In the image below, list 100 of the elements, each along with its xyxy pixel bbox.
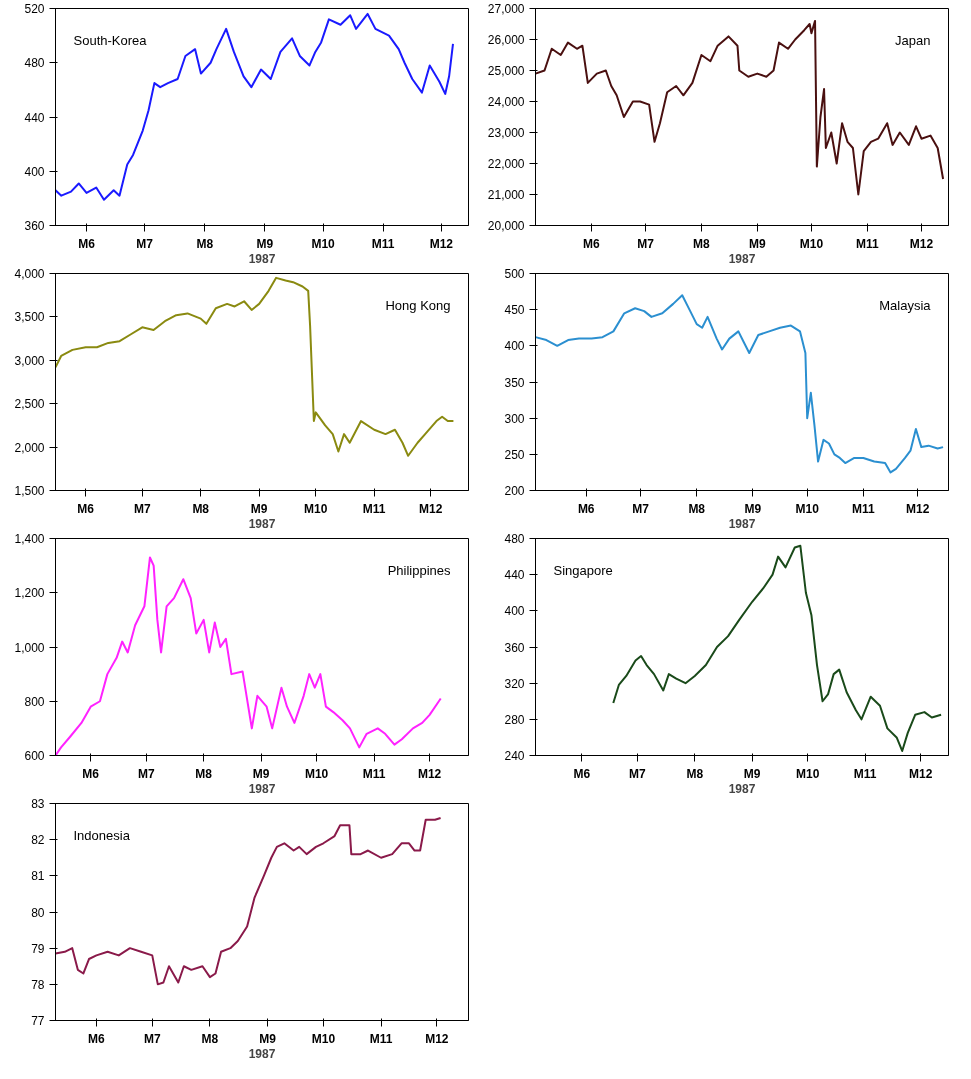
x-tick-label: M7 <box>632 501 650 516</box>
x-tick-label: M12 <box>419 501 443 516</box>
x-tick-label: M9 <box>748 236 766 251</box>
text: South-Korea <box>73 32 148 48</box>
x-tick-label: M10 <box>311 236 336 251</box>
y-tick-label: 25,000 <box>487 64 525 78</box>
y-tick-label: 440 <box>24 110 45 125</box>
x-tick-label: M10 <box>311 1031 336 1046</box>
x-tick-label: M10 <box>796 766 820 781</box>
y-tick-label: 78 <box>31 977 45 992</box>
x-tick-label: M6 <box>82 766 100 781</box>
x-tick-label: M8 <box>693 236 711 251</box>
y-tick-label: 360 <box>24 219 45 233</box>
y-tick-label: 1,000 <box>14 640 45 655</box>
x-tick-label: M10 <box>795 501 820 516</box>
y-tick-label: 3,000 <box>14 353 45 368</box>
x-tick-label: M8 <box>686 766 704 781</box>
y-tick-label: 24,000 <box>487 95 525 109</box>
y-tick-label: 23,000 <box>487 126 525 140</box>
text: Philippines <box>387 562 451 578</box>
y-tick-label: 400 <box>504 339 525 354</box>
y-tick-label: 79 <box>31 941 45 956</box>
x-axis-title: 1987 <box>248 251 276 266</box>
x-tick-label: M12 <box>417 766 442 781</box>
y-tick-label: 27,000 <box>487 2 525 16</box>
x-tick-label: M6 <box>573 766 591 781</box>
y-tick-label: 360 <box>504 640 525 655</box>
y-tick-label: 500 <box>504 267 525 281</box>
y-tick-label: 1,500 <box>14 484 45 498</box>
y-tick-label: 480 <box>504 532 525 546</box>
y-tick-label: 300 <box>504 411 525 426</box>
y-tick-label: 440 <box>504 568 525 583</box>
x-tick-label: M7 <box>637 236 655 251</box>
y-tick-label: 4,000 <box>14 267 45 281</box>
x-tick-label: M7 <box>133 501 151 516</box>
x-tick-label: M8 <box>196 236 214 251</box>
x-tick-label: M9 <box>259 1031 277 1046</box>
y-tick-label: 250 <box>504 447 525 462</box>
y-tick-label: 80 <box>31 905 45 920</box>
y-tick-label: 320 <box>504 676 525 691</box>
y-tick-label: 83 <box>31 797 45 811</box>
x-tick-label: M7 <box>137 766 155 781</box>
y-tick-label: 21,000 <box>487 188 525 202</box>
x-tick-label: M8 <box>195 766 213 781</box>
x-axis-title: 1987 <box>248 781 276 796</box>
x-tick-label: M11 <box>856 236 880 251</box>
x-tick-label: M9 <box>743 766 761 781</box>
text: Malaysia <box>879 297 932 313</box>
x-tick-label: M8 <box>688 501 706 516</box>
x-tick-label: M12 <box>906 501 930 516</box>
x-axis-title: 1987 <box>728 516 756 531</box>
x-tick-label: M6 <box>583 236 601 251</box>
x-tick-label: M12 <box>429 236 454 251</box>
y-tick-label: 2,000 <box>14 440 45 455</box>
y-tick-label: 81 <box>31 869 45 884</box>
y-tick-label: 1,200 <box>14 586 45 601</box>
x-tick-label: M9 <box>256 236 274 251</box>
y-tick-label: 800 <box>24 694 45 709</box>
x-axis-title: 1987 <box>248 516 276 531</box>
x-tick-label: M6 <box>88 1031 106 1046</box>
y-tick-label: 22,000 <box>487 157 525 171</box>
y-tick-label: 20,000 <box>487 219 525 233</box>
y-tick-label: 450 <box>504 303 525 318</box>
x-tick-label: M9 <box>250 501 268 516</box>
y-tick-label: 400 <box>24 164 45 179</box>
x-tick-label: M6 <box>78 236 96 251</box>
y-tick-label: 1,400 <box>14 532 45 546</box>
x-tick-label: M8 <box>192 501 210 516</box>
y-tick-label: 3,500 <box>14 310 45 325</box>
text: Hong Kong <box>385 297 451 313</box>
x-axis-title: 1987 <box>728 251 756 266</box>
y-tick-label: 200 <box>504 484 525 498</box>
x-tick-label: M6 <box>77 501 95 516</box>
y-tick-label: 350 <box>504 375 525 390</box>
x-tick-label: M11 <box>369 1031 393 1046</box>
y-tick-label: 480 <box>24 56 45 71</box>
y-tick-label: 26,000 <box>487 33 525 47</box>
x-tick-label: M12 <box>909 236 934 251</box>
text: Japan <box>895 32 931 48</box>
x-tick-label: M12 <box>425 1031 449 1046</box>
x-tick-label: M7 <box>136 236 154 251</box>
x-tick-label: M6 <box>577 501 595 516</box>
x-tick-label: M7 <box>143 1031 161 1046</box>
x-tick-label: M9 <box>252 766 270 781</box>
y-tick-label: 82 <box>31 833 45 848</box>
y-tick-label: 240 <box>504 749 525 763</box>
x-tick-label: M10 <box>304 501 328 516</box>
x-tick-label: M10 <box>799 236 824 251</box>
y-tick-label: 2,500 <box>14 397 45 412</box>
x-axis-title: 1987 <box>728 781 756 796</box>
y-tick-label: 280 <box>504 712 525 727</box>
y-tick-label: 520 <box>24 2 45 16</box>
x-tick-label: M11 <box>362 501 386 516</box>
x-tick-label: M7 <box>629 766 647 781</box>
text: Indonesia <box>73 827 131 843</box>
x-tick-label: M11 <box>371 236 395 251</box>
x-tick-label: M11 <box>362 766 386 781</box>
x-tick-label: M11 <box>852 501 876 516</box>
x-axis-title: 1987 <box>248 1046 276 1061</box>
y-tick-label: 77 <box>31 1014 45 1028</box>
